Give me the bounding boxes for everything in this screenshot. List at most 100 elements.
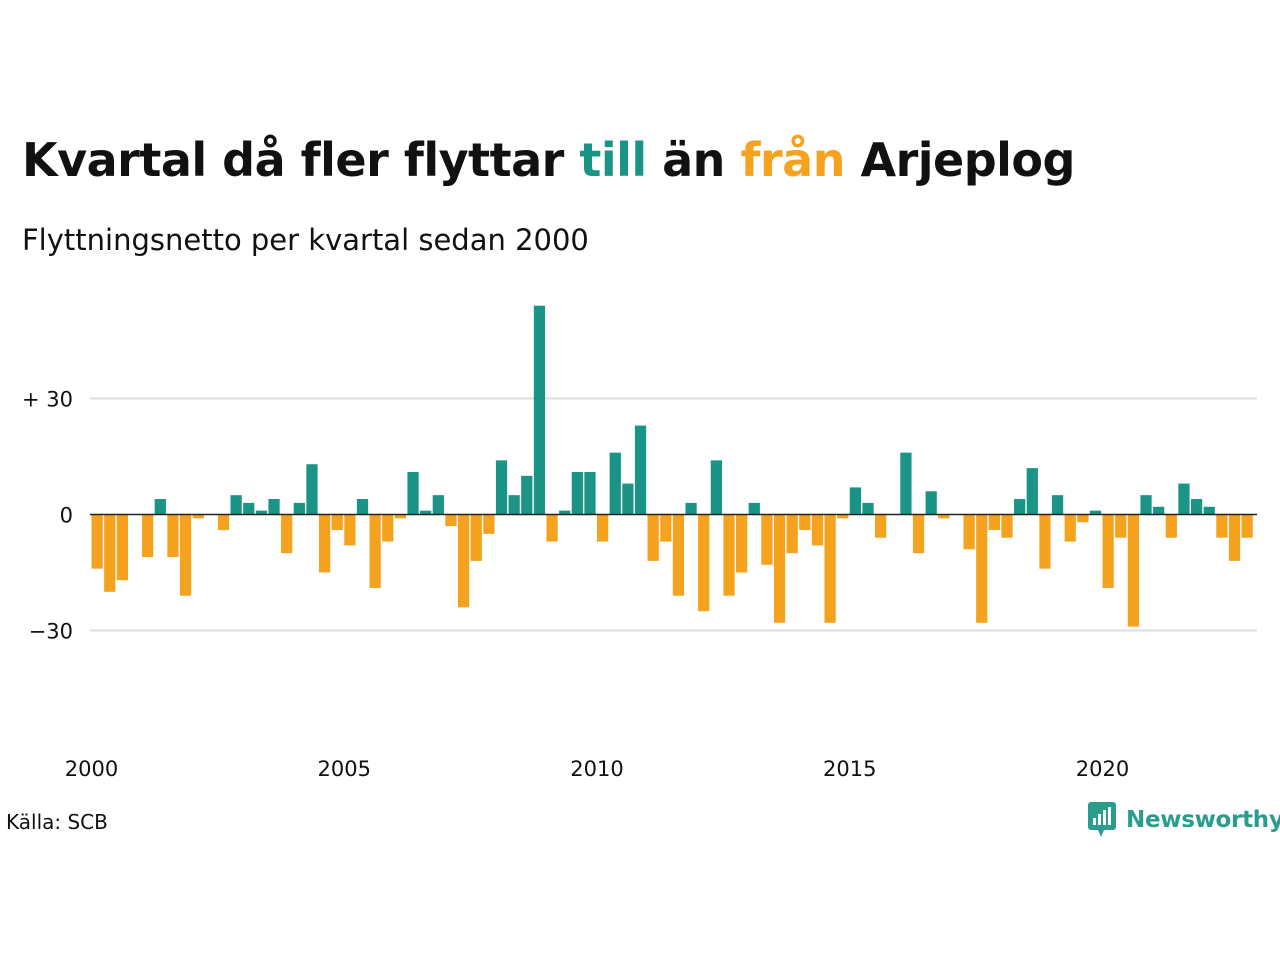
bar (293, 502, 305, 515)
x-tick-label: 2020 (1076, 757, 1129, 781)
bar (647, 514, 659, 561)
bar (331, 514, 343, 530)
bar (912, 514, 925, 554)
bar (407, 471, 419, 515)
y-tick-label: 0 (60, 504, 73, 528)
bar (318, 514, 331, 573)
bar (1077, 514, 1089, 523)
bar (382, 514, 394, 542)
bar (1051, 495, 1064, 515)
bar (142, 514, 154, 558)
bar (508, 495, 520, 515)
bar (268, 499, 280, 515)
bar (773, 514, 786, 623)
bar (1039, 514, 1051, 569)
bar (445, 514, 457, 527)
bar (660, 514, 672, 542)
y-tick-label: + 30 (22, 388, 73, 412)
bar (1089, 510, 1102, 515)
title-till: till (579, 133, 647, 187)
title-part-1: Kvartal då fler flyttar (22, 133, 580, 187)
bar (1241, 514, 1253, 538)
bar (1064, 514, 1076, 542)
y-tick-label: −30 (29, 620, 73, 644)
x-tick-label: 2015 (823, 757, 876, 781)
axes: + 30 0 −30 2000 2005 2010 2015 2020 (22, 388, 1257, 781)
bar (559, 510, 571, 515)
newsworthy-icon (1088, 802, 1116, 837)
bar (824, 514, 836, 623)
bar (91, 514, 103, 569)
bar (597, 514, 609, 542)
bar (281, 514, 293, 554)
bar (1140, 495, 1152, 515)
bar (634, 425, 647, 515)
title-fran: från (740, 133, 845, 187)
bar (483, 514, 495, 534)
bar (1190, 499, 1203, 515)
title-part-5: Arjeplog (844, 133, 1075, 187)
bar (457, 514, 470, 608)
bar (154, 499, 166, 515)
newsworthy-logo[interactable]: Newsworthy (1088, 802, 1280, 838)
x-tick-label: 2010 (570, 757, 623, 781)
bar (685, 502, 697, 515)
bar (672, 514, 685, 596)
bar (217, 514, 230, 530)
bar (1127, 514, 1140, 627)
bar (1014, 499, 1026, 515)
bar (394, 514, 407, 519)
bar (432, 495, 444, 515)
grid-lines (90, 397, 1257, 632)
bar (104, 514, 116, 592)
bar (609, 452, 621, 515)
chart-subtitle: Flyttningsnetto per kvartal sedan 2000 (22, 223, 589, 257)
bar (243, 502, 255, 515)
bar (748, 502, 760, 515)
bar (976, 514, 988, 623)
bar (546, 514, 558, 542)
bar (761, 514, 773, 565)
bar (356, 499, 369, 515)
bar (837, 514, 849, 519)
bar (1228, 514, 1241, 561)
bar (1026, 468, 1038, 515)
bar (584, 471, 596, 515)
bar (495, 460, 508, 515)
bar (116, 514, 129, 581)
bar (736, 514, 748, 573)
bar (1216, 514, 1228, 538)
bar (1165, 514, 1177, 538)
title-part-3: än (646, 133, 741, 187)
bar-chart: + 30 0 −30 2000 2005 2010 2015 2020 (22, 305, 1257, 781)
bar (1178, 483, 1190, 515)
bar (1001, 514, 1013, 538)
bar (786, 514, 798, 554)
bar (849, 487, 861, 515)
bar (811, 514, 824, 546)
bar (622, 483, 634, 515)
bar (723, 514, 735, 596)
bar (1115, 514, 1127, 538)
bar (1153, 506, 1165, 515)
x-tick-label: 2000 (65, 757, 118, 781)
brand-name: Newsworthy (1126, 807, 1280, 833)
bar (1102, 514, 1114, 588)
bar (192, 514, 204, 519)
bar (420, 510, 432, 515)
bar (862, 502, 874, 515)
bars (91, 305, 1253, 627)
bar (230, 495, 242, 515)
bar (571, 471, 583, 515)
x-tick-label: 2005 (318, 757, 371, 781)
chart-title: Kvartal då fler flyttar till än från Arj… (22, 132, 1075, 188)
bar (710, 460, 722, 515)
bar (533, 305, 546, 515)
bar (900, 452, 912, 515)
bar (799, 514, 811, 530)
source-note: Källa: SCB (6, 810, 108, 834)
bar (344, 514, 356, 546)
bar (925, 491, 937, 515)
bar (306, 464, 318, 515)
bar (521, 475, 533, 515)
